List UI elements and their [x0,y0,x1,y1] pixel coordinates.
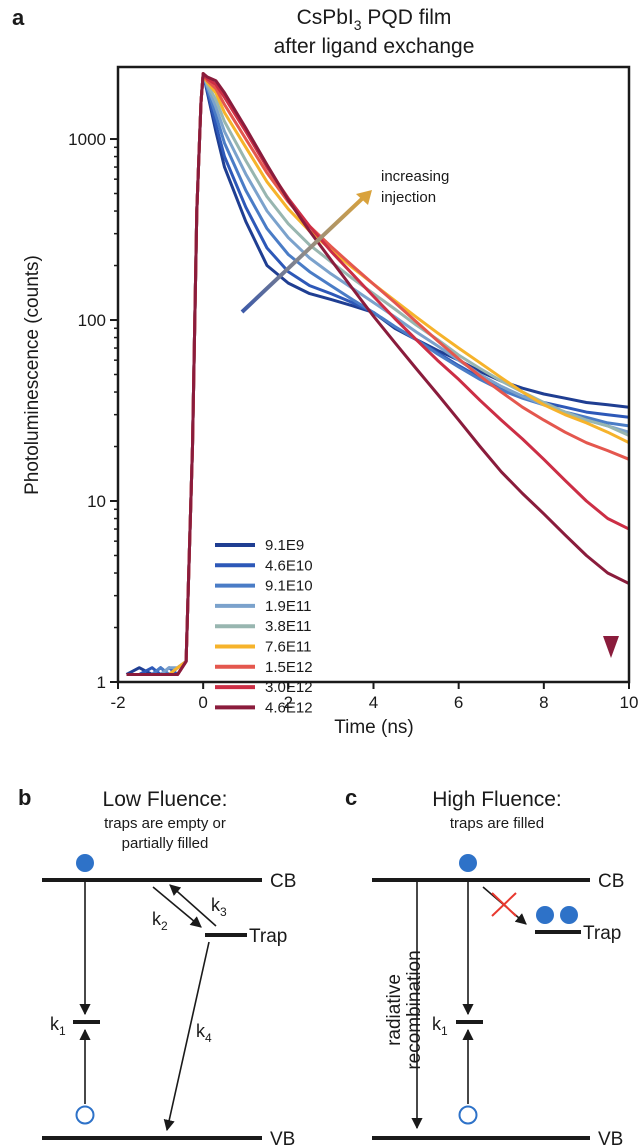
vb-label: VB [598,1129,623,1148]
legend-entry: 1.9E11 [265,598,311,615]
injection-text-line2: injection [381,189,436,206]
trap-label: Trap [583,923,621,944]
k1-label: k1 [432,1014,448,1038]
k1-label: k1 [50,1014,66,1038]
data-series-group [125,72,629,676]
diagram-b-subtitle-1: traps are empty or [104,815,226,832]
series-line-6 [126,72,629,676]
series-line-0 [125,72,629,676]
x-tick-label: -2 [110,693,125,712]
k3-label: k3 [211,895,227,919]
k2-label: k2 [152,909,168,933]
diagram-low-fluence: Low Fluence: traps are empty or partiall… [42,788,296,1148]
series-line-4 [126,72,629,676]
injection-text-line1: increasing [381,168,449,185]
panel-label-b: b [18,785,31,810]
x-tick-label: 6 [454,693,463,712]
x-tick-label: 8 [539,693,548,712]
diagram-high-fluence: High Fluence: traps are filled CB VB rad… [372,788,624,1148]
y-tick-label: 10 [87,492,106,511]
legend-entry: 9.1E9 [265,537,304,554]
injection-arrowhead [356,190,372,205]
time-decay-arrowhead [603,636,619,658]
series-line-3 [126,72,629,676]
legend-entry: 1.5E12 [265,659,313,676]
x-tick-label: 0 [198,693,207,712]
cb-label: CB [270,871,296,892]
cb-label: CB [598,871,624,892]
hole-circle [75,1105,95,1125]
legend-entry: 4.6E10 [265,557,313,574]
legend-entry: 3.8E11 [265,618,311,635]
series-line-5 [126,72,629,676]
vb-label: VB [270,1129,295,1148]
legend: 9.1E9 4.6E10 9.1E10 1.9E11 3.8E11 7.6E11 1.5E1… [215,537,313,716]
y-axis-label: Photoluminescence (counts) [22,255,43,495]
legend-entry: 9.1E10 [265,578,313,595]
electron-dot [76,854,94,872]
diagram-c-title: High Fluence: [432,788,562,811]
hole-circle [458,1105,478,1125]
electron-dot [459,854,477,872]
radiative-label-1: radiative [384,974,405,1046]
trapped-electron-dot [536,906,554,924]
legend-entry: 4.6E12 [265,699,313,716]
k4-label: k4 [196,1021,212,1045]
diagram-c-subtitle: traps are filled [450,815,544,832]
trapped-electron-dot [560,906,578,924]
panel-label-c: c [345,785,357,810]
chart-subtitle: after ligand exchange [274,35,475,58]
radiative-label-2: recombination [404,950,425,1069]
k3-detrapping-arrow [169,884,217,927]
y-tick-label: 1 [97,673,106,692]
diagram-b-subtitle-2: partially filled [122,835,209,852]
x-axis-label: Time (ns) [334,717,414,738]
x-tick-label: 10 [620,693,639,712]
legend-entry: 7.6E11 [265,639,311,656]
series-line-1 [126,72,629,676]
blocked-cross-2 [491,892,517,917]
legend-entry: 3.0E12 [265,679,313,696]
chart-title: CsPbI3 PQD film [297,6,452,33]
series-line-8 [126,72,629,676]
panel-label-a: a [12,5,25,30]
y-tick-label: 100 [78,311,106,330]
diagram-b-title: Low Fluence: [103,788,228,811]
series-line-7 [126,72,629,676]
k4-nonradiative-arrow [163,941,210,1132]
series-line-2 [126,72,629,676]
y-tick-label: 1000 [68,130,106,149]
axis-ticks-group: -2 0 2 4 6 8 10 1 10 100 1000 [68,130,638,712]
trap-label: Trap [249,926,287,947]
injection-arrow [240,194,367,314]
k2-trapping-arrow [152,886,202,928]
x-tick-label: 2 [284,693,293,712]
x-tick-label: 4 [369,693,378,712]
